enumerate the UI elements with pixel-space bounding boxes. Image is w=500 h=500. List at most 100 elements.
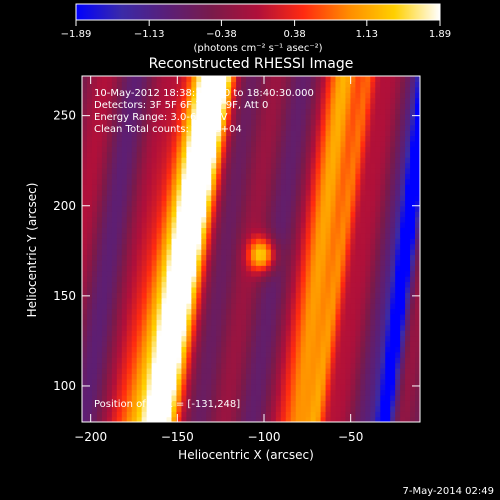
heatmap-cell bbox=[216, 232, 222, 239]
heatmap-cell bbox=[380, 119, 386, 126]
heatmap-cell bbox=[410, 81, 416, 88]
heatmap-cell bbox=[350, 249, 356, 256]
heatmap-cell bbox=[186, 357, 192, 364]
heatmap-cell bbox=[385, 378, 391, 385]
heatmap-cell bbox=[151, 367, 158, 374]
heatmap-cell bbox=[166, 384, 173, 391]
heatmap-cell bbox=[246, 340, 252, 347]
heatmap-cell bbox=[400, 281, 406, 288]
heatmap-cell bbox=[181, 330, 187, 337]
heatmap-cell bbox=[270, 119, 277, 126]
heatmap-cell bbox=[141, 340, 148, 347]
heatmap-cell bbox=[166, 297, 173, 304]
heatmap-cell bbox=[111, 103, 118, 110]
heatmap-cell bbox=[355, 340, 361, 347]
heatmap-cell bbox=[355, 113, 361, 120]
heatmap-cell bbox=[226, 254, 232, 261]
heatmap-cell bbox=[340, 411, 347, 418]
heatmap-cell bbox=[270, 92, 277, 99]
heatmap-cell bbox=[350, 281, 356, 288]
heatmap-cell bbox=[101, 189, 108, 196]
heatmap-cell bbox=[295, 259, 302, 266]
heatmap-cell bbox=[86, 319, 93, 326]
heatmap-cell bbox=[86, 178, 93, 185]
colorbar bbox=[75, 3, 441, 21]
heatmap-cell bbox=[260, 232, 267, 239]
heatmap-cell bbox=[126, 221, 133, 228]
heatmap-cell bbox=[310, 173, 317, 180]
heatmap-cell bbox=[370, 265, 376, 272]
heatmap-cell bbox=[330, 140, 337, 147]
heatmap-cell bbox=[295, 324, 302, 331]
heatmap-cell bbox=[315, 108, 322, 115]
heatmap-cell bbox=[325, 151, 332, 158]
heatmap-cell bbox=[231, 211, 237, 218]
heatmap-cell bbox=[191, 286, 197, 293]
heatmap-cell bbox=[236, 211, 242, 218]
heatmap-cell bbox=[221, 265, 227, 272]
heatmap-cell bbox=[191, 389, 197, 396]
heatmap-cell bbox=[226, 221, 232, 228]
heatmap-cell bbox=[181, 389, 187, 396]
heatmap-cell bbox=[82, 394, 88, 401]
heatmap-cell bbox=[82, 146, 88, 153]
heatmap-cell bbox=[201, 357, 207, 364]
heatmap-cell bbox=[131, 162, 138, 169]
heatmap-cell bbox=[340, 221, 347, 228]
heatmap-cell bbox=[176, 303, 183, 310]
heatmap-cell bbox=[146, 227, 153, 234]
heatmap-cell bbox=[211, 135, 217, 142]
heatmap-cell bbox=[211, 367, 217, 374]
heatmap-cell bbox=[310, 108, 317, 115]
heatmap-cell bbox=[280, 173, 287, 180]
heatmap-cell bbox=[390, 130, 396, 137]
heatmap-cell bbox=[181, 281, 187, 288]
heatmap-cell bbox=[415, 200, 420, 207]
heatmap-cell bbox=[370, 119, 376, 126]
heatmap-cell bbox=[270, 162, 277, 169]
heatmap-cell bbox=[380, 151, 386, 158]
heatmap-cell bbox=[86, 216, 93, 223]
heatmap-cell bbox=[131, 281, 138, 288]
heatmap-cell bbox=[161, 254, 168, 261]
heatmap-cell bbox=[340, 194, 347, 201]
heatmap-cell bbox=[241, 292, 247, 299]
heatmap-cell bbox=[300, 157, 307, 164]
heatmap-cell bbox=[111, 216, 118, 223]
heatmap-cell bbox=[360, 124, 366, 131]
heatmap-cell bbox=[310, 194, 317, 201]
heatmap-cell bbox=[176, 351, 183, 358]
heatmap-cell bbox=[106, 189, 113, 196]
heatmap-cell bbox=[255, 221, 262, 228]
heatmap-cell bbox=[310, 178, 317, 185]
heatmap-cell bbox=[305, 259, 312, 266]
heatmap-cell bbox=[385, 286, 391, 293]
heatmap-cell bbox=[280, 194, 287, 201]
heatmap-cell bbox=[350, 119, 356, 126]
heatmap-cell bbox=[340, 135, 347, 142]
heatmap-cell bbox=[186, 157, 192, 164]
heatmap-cell bbox=[136, 308, 143, 315]
heatmap-cell bbox=[91, 254, 98, 261]
heatmap-cell bbox=[201, 211, 207, 218]
heatmap-cell bbox=[325, 249, 332, 256]
heatmap-cell bbox=[166, 313, 173, 320]
heatmap-cell bbox=[300, 259, 307, 266]
heatmap-cell bbox=[106, 405, 113, 412]
heatmap-cell bbox=[345, 211, 352, 218]
heatmap-cell bbox=[251, 308, 257, 315]
heatmap-cell bbox=[206, 135, 212, 142]
heatmap-cell bbox=[365, 308, 371, 315]
heatmap-cell bbox=[171, 194, 178, 201]
heatmap-cell bbox=[151, 303, 158, 310]
heatmap-cell bbox=[360, 292, 366, 299]
heatmap-cell bbox=[171, 211, 178, 218]
heatmap-cell bbox=[131, 216, 138, 223]
heatmap-cell bbox=[415, 265, 420, 272]
heatmap-cell bbox=[270, 405, 277, 412]
heatmap-cell bbox=[280, 340, 287, 347]
heatmap-cell bbox=[246, 411, 252, 418]
heatmap-cell bbox=[375, 276, 381, 283]
heatmap-cell bbox=[166, 97, 173, 104]
heatmap-cell bbox=[315, 400, 322, 407]
